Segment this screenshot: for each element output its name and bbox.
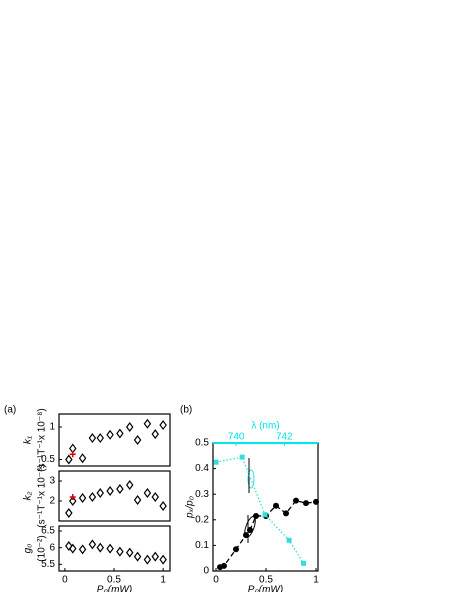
point bbox=[125, 480, 134, 490]
point bbox=[88, 433, 97, 444]
point bbox=[78, 544, 87, 555]
point bbox=[133, 551, 142, 562]
point bbox=[88, 539, 97, 550]
point bbox=[65, 508, 73, 518]
point bbox=[65, 541, 73, 551]
point bbox=[247, 527, 253, 534]
y-axis-label: k₁ bbox=[23, 436, 34, 444]
point bbox=[253, 512, 259, 519]
point bbox=[303, 500, 309, 507]
point bbox=[151, 551, 160, 562]
y-tick-label: 0 bbox=[203, 566, 209, 577]
point bbox=[125, 547, 134, 558]
series-line bbox=[219, 499, 317, 568]
point bbox=[116, 484, 124, 494]
point bbox=[143, 488, 152, 498]
point bbox=[159, 501, 167, 511]
point bbox=[78, 493, 87, 503]
y-axis-label: k₂ bbox=[23, 491, 34, 500]
x-tick-label: 1 bbox=[160, 575, 166, 586]
series-line bbox=[216, 456, 305, 564]
point bbox=[69, 451, 76, 458]
point bbox=[116, 546, 124, 557]
point bbox=[143, 418, 152, 429]
point bbox=[88, 492, 97, 502]
x-axis-label: Pₚ(mW) bbox=[248, 585, 283, 592]
plot-frame bbox=[212, 442, 319, 572]
point bbox=[69, 443, 77, 454]
point bbox=[96, 433, 105, 444]
y-tick-label: 6 bbox=[49, 542, 55, 553]
point bbox=[106, 486, 114, 496]
panel-label: (b) bbox=[180, 405, 192, 416]
point bbox=[69, 494, 76, 500]
y-tick-label: 3 bbox=[49, 476, 55, 487]
point bbox=[213, 459, 219, 465]
y-tick-label: 1 bbox=[49, 422, 55, 433]
panel-label: (a) bbox=[4, 405, 16, 416]
point bbox=[151, 492, 160, 502]
y-tick-label: 0.5 bbox=[195, 438, 209, 449]
point bbox=[221, 562, 227, 569]
y-tick-label: 0.4 bbox=[195, 463, 209, 474]
y-tick-label: 2 bbox=[49, 496, 55, 507]
plot-frame bbox=[58, 470, 171, 522]
y-tick-label: 5.5 bbox=[41, 559, 55, 570]
polarization-ellipse bbox=[247, 469, 255, 489]
point bbox=[133, 435, 142, 445]
point bbox=[143, 554, 152, 565]
point bbox=[151, 429, 160, 440]
y-tick-label: 0.3 bbox=[195, 489, 209, 500]
plot-frame bbox=[58, 413, 171, 467]
x-axis-label: Pₚ(mW) bbox=[97, 585, 132, 592]
point bbox=[286, 537, 292, 543]
y-axis-label: (10⁻²) bbox=[37, 535, 48, 561]
point bbox=[313, 498, 319, 505]
point bbox=[283, 510, 289, 517]
point bbox=[159, 554, 167, 565]
x2-tick-label: 742 bbox=[276, 432, 293, 443]
y-axis-label: (s⁻¹T⁻¹x 10⁻⁸) bbox=[37, 408, 48, 471]
point bbox=[159, 420, 167, 431]
y-tick-label: 0.5 bbox=[41, 454, 55, 465]
x-tick-label: 0.5 bbox=[107, 575, 121, 586]
point bbox=[96, 488, 105, 498]
point bbox=[301, 560, 307, 566]
y-axis-label: pₓ/p₀ bbox=[185, 496, 196, 519]
point bbox=[273, 502, 279, 509]
x2-tick-label: 740 bbox=[228, 432, 245, 443]
point bbox=[69, 496, 77, 506]
y-axis-label: g₀ bbox=[23, 544, 34, 554]
x-tick-label: 0 bbox=[213, 575, 219, 586]
point bbox=[106, 429, 114, 440]
point bbox=[293, 497, 299, 504]
point bbox=[65, 454, 73, 465]
point bbox=[133, 495, 142, 505]
point bbox=[116, 428, 124, 439]
point bbox=[106, 543, 114, 554]
point bbox=[78, 453, 87, 464]
point bbox=[233, 546, 239, 553]
y-tick-label: 0.2 bbox=[195, 514, 209, 525]
y-axis-label: (s⁻¹T⁻¹x 10⁻⁸) bbox=[37, 464, 48, 527]
point bbox=[96, 542, 105, 553]
point bbox=[243, 532, 249, 539]
point bbox=[125, 422, 134, 432]
point bbox=[239, 454, 245, 460]
x2-axis-label: λ (nm) bbox=[251, 421, 279, 432]
point bbox=[69, 543, 77, 554]
x-tick-label: 1 bbox=[313, 575, 319, 586]
y-tick-label: 0.1 bbox=[195, 540, 209, 551]
point bbox=[262, 512, 268, 518]
y-tick-label: 6.5 bbox=[41, 526, 55, 537]
x-tick-label: 0 bbox=[62, 575, 68, 586]
x-tick-label: 0.5 bbox=[259, 575, 273, 586]
